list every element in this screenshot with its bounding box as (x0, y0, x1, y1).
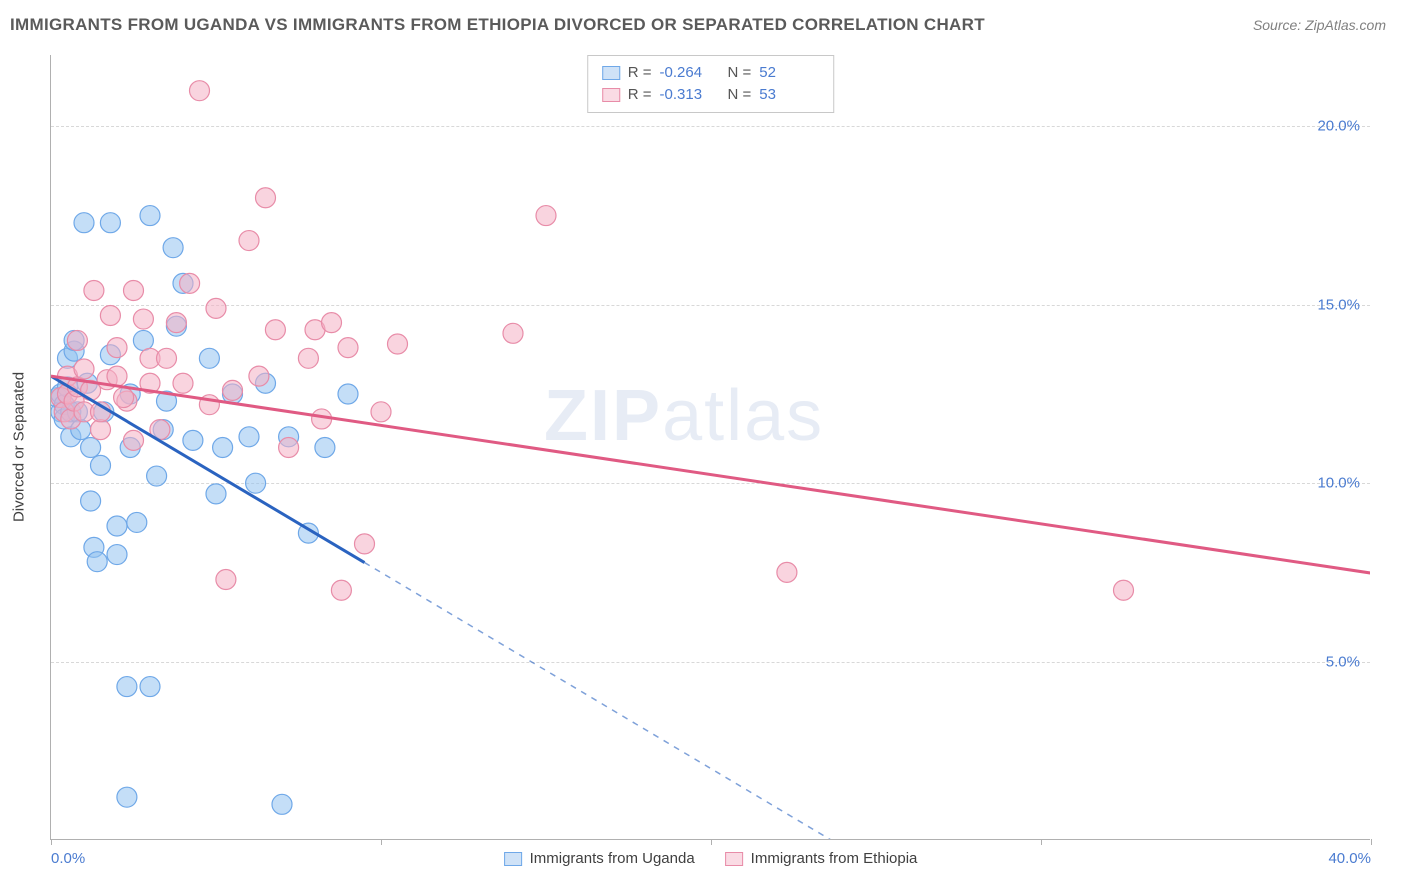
scatter-point-ethiopia (157, 348, 177, 368)
scatter-point-ethiopia (166, 313, 186, 333)
scatter-point-ethiopia (206, 298, 226, 318)
source-attribution: Source: ZipAtlas.com (1253, 17, 1386, 33)
scatter-point-ethiopia (265, 320, 285, 340)
scatter-point-uganda (81, 491, 101, 511)
trend-line-ethiopia (51, 376, 1370, 573)
scatter-point-ethiopia (338, 338, 358, 358)
scatter-point-ethiopia (503, 323, 523, 343)
r-value: -0.264 (660, 62, 720, 84)
r-label: R = (628, 62, 652, 84)
n-value: 52 (759, 62, 819, 84)
scatter-point-uganda (81, 438, 101, 458)
scatter-point-uganda (127, 512, 147, 532)
chart-header: IMMIGRANTS FROM UGANDA VS IMMIGRANTS FRO… (0, 0, 1406, 50)
scatter-point-ethiopia (331, 580, 351, 600)
scatter-point-ethiopia (216, 570, 236, 590)
scatter-point-ethiopia (124, 430, 144, 450)
scatter-point-uganda (199, 348, 219, 368)
correlation-legend-row: R = -0.264 N = 52 (602, 62, 820, 84)
r-value: -0.313 (660, 84, 720, 106)
scatter-point-uganda (183, 430, 203, 450)
scatter-point-uganda (246, 473, 266, 493)
scatter-point-uganda (107, 516, 127, 536)
scatter-point-ethiopia (256, 188, 276, 208)
scatter-point-ethiopia (371, 402, 391, 422)
scatter-point-ethiopia (388, 334, 408, 354)
scatter-point-uganda (163, 238, 183, 258)
x-tick (51, 839, 52, 845)
n-label: N = (728, 84, 752, 106)
scatter-point-uganda (107, 545, 127, 565)
scatter-point-ethiopia (279, 438, 299, 458)
x-tick (381, 839, 382, 845)
legend-swatch-ethiopia (725, 852, 743, 866)
series-legend-label: Immigrants from Ethiopia (751, 850, 918, 867)
trend-extrapolation-uganda (365, 563, 832, 839)
scatter-point-uganda (91, 455, 111, 475)
correlation-legend: R = -0.264 N = 52 R = -0.313 N = 53 (587, 55, 835, 113)
x-tick (1041, 839, 1042, 845)
scatter-point-ethiopia (298, 348, 318, 368)
scatter-point-ethiopia (777, 562, 797, 582)
r-label: R = (628, 84, 652, 106)
scatter-point-uganda (133, 330, 153, 350)
source-prefix: Source: (1253, 17, 1305, 33)
scatter-point-uganda (206, 484, 226, 504)
scatter-point-ethiopia (536, 206, 556, 226)
n-label: N = (728, 62, 752, 84)
scatter-point-uganda (87, 552, 107, 572)
scatter-point-ethiopia (190, 81, 210, 101)
correlation-legend-row: R = -0.313 N = 53 (602, 84, 820, 106)
scatter-point-uganda (140, 206, 160, 226)
scatter-point-ethiopia (173, 373, 193, 393)
source-name: ZipAtlas.com (1305, 17, 1386, 33)
scatter-point-ethiopia (84, 281, 104, 301)
n-value: 53 (759, 84, 819, 106)
legend-swatch-ethiopia (602, 88, 620, 102)
scatter-point-uganda (272, 794, 292, 814)
x-tick-label: 0.0% (51, 850, 85, 867)
scatter-point-uganda (140, 677, 160, 697)
scatter-point-ethiopia (133, 309, 153, 329)
scatter-point-uganda (147, 466, 167, 486)
x-tick-label: 40.0% (1328, 850, 1371, 867)
scatter-point-ethiopia (100, 305, 120, 325)
plot-area: Divorced or Separated ZIPatlas R = -0.26… (50, 55, 1370, 840)
scatter-point-ethiopia (91, 420, 111, 440)
scatter-point-uganda (239, 427, 259, 447)
scatter-point-ethiopia (124, 281, 144, 301)
scatter-point-ethiopia (107, 338, 127, 358)
scatter-point-uganda (338, 384, 358, 404)
scatter-point-ethiopia (114, 388, 134, 408)
x-tick (711, 839, 712, 845)
scatter-point-uganda (213, 438, 233, 458)
scatter-point-ethiopia (74, 359, 94, 379)
scatter-point-ethiopia (1114, 580, 1134, 600)
y-axis-label: Divorced or Separated (11, 372, 28, 522)
chart-canvas (51, 55, 1370, 839)
scatter-point-ethiopia (67, 330, 87, 350)
scatter-point-ethiopia (322, 313, 342, 333)
scatter-point-uganda (117, 677, 137, 697)
scatter-point-uganda (315, 438, 335, 458)
scatter-point-ethiopia (180, 273, 200, 293)
series-legend-item: Immigrants from Uganda (504, 850, 695, 867)
series-legend: Immigrants from Uganda Immigrants from E… (504, 850, 918, 867)
legend-swatch-uganda (602, 66, 620, 80)
series-legend-item: Immigrants from Ethiopia (725, 850, 918, 867)
chart-title: IMMIGRANTS FROM UGANDA VS IMMIGRANTS FRO… (10, 15, 985, 35)
x-tick (1371, 839, 1372, 845)
series-legend-label: Immigrants from Uganda (530, 850, 695, 867)
scatter-point-ethiopia (107, 366, 127, 386)
scatter-point-uganda (117, 787, 137, 807)
legend-swatch-uganda (504, 852, 522, 866)
scatter-point-uganda (74, 213, 94, 233)
scatter-point-ethiopia (223, 380, 243, 400)
scatter-point-ethiopia (239, 231, 259, 251)
scatter-point-uganda (100, 213, 120, 233)
scatter-point-ethiopia (355, 534, 375, 554)
scatter-point-ethiopia (249, 366, 269, 386)
